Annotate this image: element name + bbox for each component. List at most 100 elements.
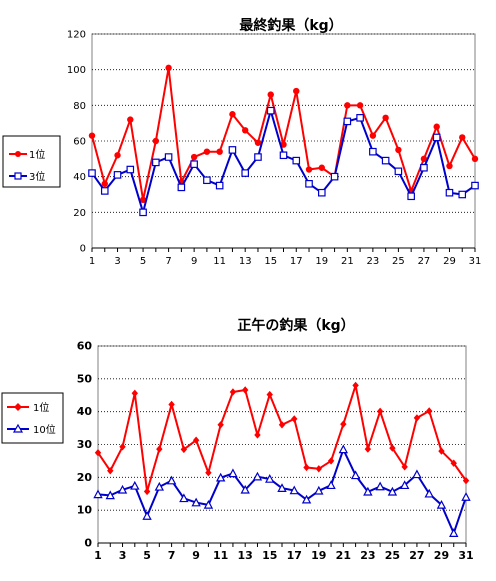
data-point — [407, 192, 415, 201]
data-point — [192, 436, 200, 444]
y-tick-label: 0 — [80, 244, 86, 255]
y-tick-label: 0 — [84, 537, 92, 550]
data-point — [152, 137, 160, 145]
data-point — [105, 490, 115, 500]
data-point — [363, 486, 373, 496]
y-tick-label: 40 — [77, 405, 93, 418]
y-tick-label: 60 — [77, 340, 93, 353]
y-tick-label: 40 — [73, 172, 86, 183]
x-tick-label: 17 — [290, 256, 303, 267]
data-point — [350, 470, 361, 480]
data-point — [203, 499, 214, 509]
data-point — [352, 381, 359, 390]
data-point — [326, 480, 336, 490]
x-tick-label: 15 — [262, 549, 277, 562]
data-point — [203, 148, 211, 155]
data-point — [433, 123, 440, 130]
x-tick-label: 25 — [385, 549, 400, 562]
data-point — [180, 445, 188, 454]
data-point — [369, 147, 377, 156]
y-tick-label: 100 — [67, 65, 86, 76]
data-point — [381, 156, 390, 165]
x-tick-label: 3 — [114, 256, 120, 267]
data-point — [394, 167, 403, 176]
x-tick-label: 19 — [315, 256, 328, 267]
data-point — [119, 443, 126, 451]
data-point — [340, 420, 347, 428]
x-tick-label: 25 — [392, 256, 405, 267]
data-point — [459, 134, 466, 141]
data-point — [130, 480, 140, 490]
final-catch-chart: 最終釣果（kg） 0 20 40 60 80 100 120 1 3 5 7 9 11 13 15 17 19 2… — [0, 0, 496, 290]
data-point — [436, 499, 447, 509]
data-point — [458, 190, 467, 199]
data-point — [190, 160, 198, 168]
y-tick-label: 20 — [73, 208, 86, 219]
x-tick-label: 31 — [458, 549, 473, 562]
x-tick-label: 11 — [213, 549, 228, 562]
data-point — [166, 475, 177, 485]
data-point — [228, 468, 238, 478]
data-point — [217, 421, 224, 429]
data-point — [203, 176, 211, 185]
data-point — [289, 485, 299, 495]
legend-item-1: 1位 — [7, 401, 49, 414]
x-tick-label: 15 — [264, 256, 277, 267]
data-point — [266, 106, 275, 115]
data-point — [191, 497, 201, 507]
data-point — [265, 474, 275, 483]
x-tick-label: 7 — [165, 256, 171, 267]
data-point — [305, 166, 313, 173]
data-point — [424, 488, 434, 498]
y-tick-label: 30 — [77, 438, 93, 451]
data-point — [401, 463, 408, 471]
data-point — [228, 146, 237, 154]
data-point — [215, 181, 224, 190]
x-tick-label: 1 — [89, 256, 95, 267]
y-tick-label: 50 — [77, 372, 93, 385]
legend-label: 10位 — [33, 423, 56, 436]
legend-label: 1位 — [33, 401, 49, 414]
data-point — [241, 169, 250, 177]
data-point — [356, 114, 364, 122]
data-point — [445, 188, 454, 197]
x-tick-label: 29 — [434, 549, 449, 562]
data-point — [399, 480, 410, 490]
data-point — [114, 152, 121, 159]
data-point — [369, 132, 377, 139]
legend-item-1: 1位 — [9, 148, 45, 161]
data-point — [126, 165, 135, 174]
data-point — [177, 183, 186, 192]
x-tick-label: 21 — [341, 256, 354, 267]
data-point — [139, 208, 147, 217]
x-tick-label: 5 — [143, 549, 151, 562]
data-point — [412, 469, 422, 479]
x-tick-label: 1 — [94, 549, 102, 562]
data-point — [229, 388, 237, 396]
data-point — [190, 153, 198, 161]
y-tick-label: 60 — [73, 137, 86, 148]
data-point — [254, 431, 261, 439]
data-point — [164, 153, 173, 161]
data-point — [420, 163, 428, 172]
data-point — [252, 471, 263, 481]
chart-title: 最終釣果（kg） — [239, 17, 342, 34]
x-tick-label: 31 — [469, 256, 482, 267]
x-tick-label: 21 — [336, 549, 351, 562]
data-point — [343, 117, 352, 126]
data-point — [179, 493, 189, 503]
data-point — [279, 151, 288, 160]
data-point — [303, 463, 310, 472]
chart-title: 正午の釣果（kg） — [237, 317, 354, 334]
legend-label: 3位 — [29, 170, 45, 183]
x-tick-label: 7 — [168, 549, 176, 562]
legend-marker — [12, 423, 24, 433]
series-2 — [93, 444, 471, 537]
data-point — [229, 111, 236, 118]
data-point — [142, 511, 152, 520]
data-point — [382, 114, 389, 122]
data-point — [100, 187, 109, 195]
